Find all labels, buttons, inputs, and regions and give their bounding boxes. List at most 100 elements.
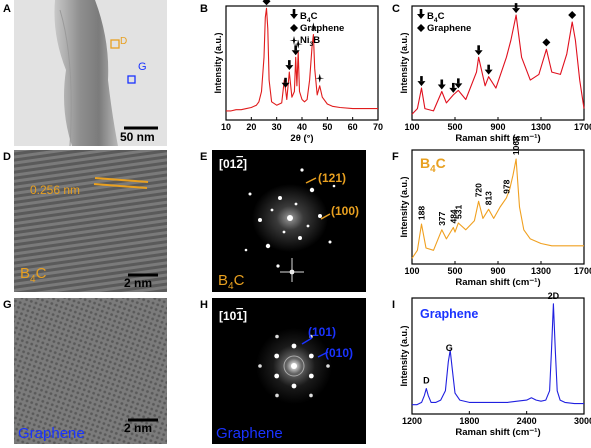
peak-marker-3-stem	[294, 45, 297, 51]
fft-spot-13	[294, 202, 298, 206]
x-tick-label-1: 20	[246, 122, 256, 132]
fft-spot-14	[282, 230, 286, 234]
x-tick-label-4: 1700	[574, 122, 591, 132]
series-line	[411, 158, 584, 259]
x-tick-label-4: 1700	[574, 266, 591, 276]
legend-icon-b4c	[290, 14, 298, 19]
region-box-g	[127, 75, 136, 84]
region-box-d	[110, 39, 120, 49]
x-axis-label: Raman shift (cm⁻¹)	[455, 277, 540, 288]
fft-spot-outer-0	[309, 393, 313, 398]
y-axis-label: Intensity (a.u.)	[399, 32, 409, 93]
peak-label-0: 188	[416, 206, 426, 220]
fft-spot-inner-1	[291, 383, 297, 389]
peak-marker-2-stem	[451, 82, 455, 88]
spot-label-010: (010)	[325, 346, 353, 360]
peak-marker-1-stem	[284, 77, 287, 83]
x-axis-label: 2θ (°)	[290, 133, 313, 144]
hrtem-image-d	[14, 150, 167, 292]
peak-marker-5	[308, 22, 318, 32]
fft-spot-9	[248, 192, 252, 196]
peak-marker-3-stem	[457, 78, 460, 84]
fft-spot-4	[265, 243, 271, 249]
fft-ring-h	[283, 355, 305, 377]
peak-marker-4	[293, 39, 303, 49]
lattice-line-2	[93, 183, 148, 189]
peak-marker-4	[474, 50, 483, 56]
x-tick-label-3: 1300	[531, 122, 551, 132]
panel-letter-h: H	[200, 299, 208, 311]
fft-spot-outer-4	[309, 334, 313, 339]
panel-d: 0.256 nm B4C 2 nm D	[3, 150, 167, 292]
series-line	[411, 14, 585, 115]
x-tick-label-0: 100	[404, 122, 419, 132]
tube-edge	[59, 9, 72, 147]
fft-spot-3	[309, 187, 315, 193]
fft-spot-7	[300, 168, 304, 172]
peak-marker-2	[285, 65, 294, 71]
peak-marker-0	[417, 81, 426, 87]
series-line	[226, 7, 378, 112]
spot-label-121: (121)	[318, 171, 346, 185]
peak-label-0: D	[423, 375, 430, 385]
peak-label-7: 1068	[511, 136, 521, 155]
panel-letter-g: G	[3, 299, 12, 311]
peak-marker-3	[454, 83, 463, 89]
fft-spots-h	[258, 334, 330, 398]
x-tick-label-0: 1200	[402, 416, 422, 426]
chart-c: 100 500 900 1300 1700 Raman shift (cm⁻¹) Inten…	[399, 3, 591, 144]
chart-i: 1200 1800 2400 3000 Raman shift (cm⁻¹) Intens…	[399, 291, 591, 438]
panel-letter-c: C	[392, 3, 400, 15]
legend-icon-b4c	[417, 14, 425, 19]
peak-label-2: 484	[448, 209, 458, 223]
legend-b4c: B4C	[427, 11, 445, 24]
panel-h: [101] (101) (010) Graphene H	[200, 298, 366, 444]
panel-letter-i: I	[392, 299, 395, 311]
peak-label-2: 2D	[548, 291, 560, 301]
panel-e: [012] (121) (100) B4C E	[200, 150, 366, 292]
peak-label-6: 978	[501, 179, 511, 193]
x-tick-label-1: 500	[447, 266, 462, 276]
legend-icon-b4c-stem	[292, 9, 296, 14]
x-tick-label-2: 900	[490, 266, 505, 276]
peak-marker-6	[315, 73, 325, 83]
fft-spot-10	[328, 240, 332, 244]
panel-letter-e: E	[200, 151, 207, 163]
x-tick-label-0: 10	[221, 122, 231, 132]
scale-label-a: 50 nm	[120, 130, 155, 144]
x-tick-label-1: 500	[447, 122, 462, 132]
chart-f-title: B4C	[420, 155, 446, 175]
x-tick-label-3: 1300	[531, 266, 551, 276]
peak-marker-0	[262, 0, 271, 6]
zone-axis-e: [012]	[219, 157, 247, 171]
x-tick-label-4: 50	[322, 122, 332, 132]
lattice-line-1	[94, 177, 149, 183]
peak-marker-7	[542, 38, 551, 47]
y-axis-label: Intensity (a.u.)	[399, 176, 409, 237]
plot-frame	[411, 297, 585, 415]
peak-marker-2	[449, 87, 458, 93]
peak-label-1: G	[446, 343, 453, 353]
legend-graphene: Graphene	[300, 23, 344, 34]
x-axis-label: Raman shift (cm⁻¹)	[455, 133, 540, 144]
legend-icon-graphene	[417, 24, 425, 32]
x-tick-label-2: 2400	[517, 416, 537, 426]
fft-spot-outer-1	[275, 393, 279, 398]
peak-label-1: 377	[437, 211, 447, 225]
legend-b4c: B4C	[300, 11, 318, 24]
nanotube-shape	[54, 0, 118, 146]
chart-b: 10 20 30 40 50 60 70 2θ (°) Intensity (a.u.) B4CG…	[213, 0, 383, 144]
chart-f: 100 500 900 1300 1700 Raman shift (cm⁻¹) Inten…	[399, 136, 591, 288]
zone-axis-h: [101]	[219, 309, 247, 323]
panel-letter-f: F	[392, 151, 399, 163]
x-tick-label-1: 1800	[459, 416, 479, 426]
x-tick-label-2: 30	[272, 122, 282, 132]
x-tick-label-2: 900	[490, 122, 505, 132]
peak-marker-2-stem	[288, 60, 291, 66]
material-label-g: Graphene	[18, 425, 85, 442]
peak-marker-6-stem	[514, 3, 518, 9]
spot-label-101: (101)	[308, 325, 336, 339]
fft-spot-16	[244, 248, 248, 252]
fft-spot-inner-5	[308, 353, 314, 359]
panel-letter-d: D	[3, 151, 11, 163]
